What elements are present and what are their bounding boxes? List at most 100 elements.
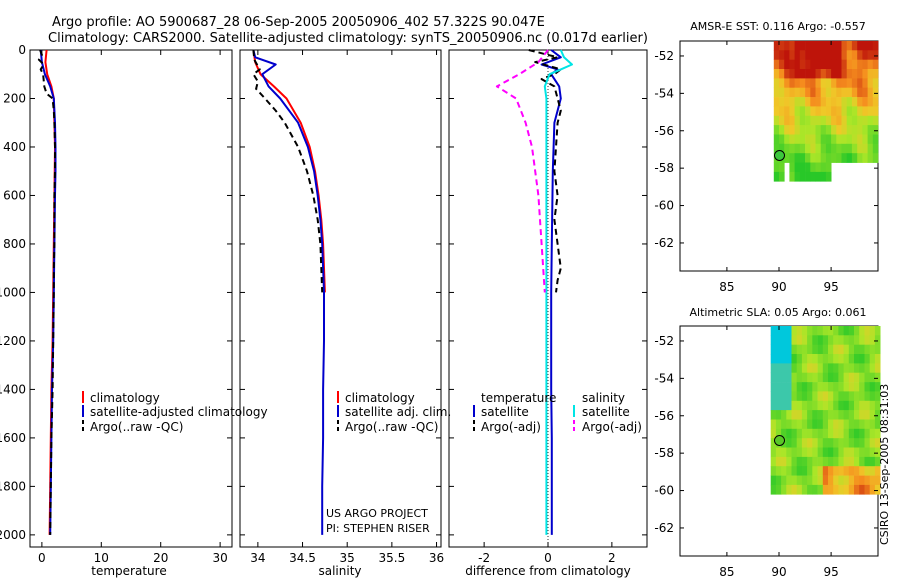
sla-map-cell-365 [812,484,818,495]
sla-map-cell-236 [796,428,803,439]
sla-map-cell-191 [781,410,787,420]
sst-map-cell-134 [846,97,853,107]
sla-map-cell-336 [770,475,777,486]
sst-map-cell-169 [820,115,827,126]
sst-map-cell-92 [836,78,842,89]
sla-map-cell-179 [828,400,834,411]
sst-argo-location-marker [774,150,785,161]
sla-map-cell-160 [838,391,844,402]
salinity-plot-frame [239,49,442,548]
difference-xlabel: difference from climatology [465,564,631,578]
sla-map-cell-259 [807,438,813,448]
sla-map-panel: Altimetric SLA: 0.05 Argo: 0.061 85 90 95 -… [654,306,881,579]
sst-map-cell-142 [784,106,790,117]
sla-map-cell-7 [807,326,813,336]
sla-map-cell-112 [807,372,813,383]
sst-map-cell-259 [872,153,879,163]
salinity-lines [252,49,326,535]
sla-map-cell-123 [864,372,871,383]
salinity-xtick-label-2: 35 [340,551,355,565]
sst-map-cell-171 [831,115,837,126]
sst-map-cell-188 [815,125,822,135]
sla-map-cell-342 [801,475,808,486]
sla-map-cell-201 [833,410,839,420]
sst-map-cell-109 [820,87,827,98]
sst-map-cell-158 [867,106,874,117]
sla-map-cell-198 [817,410,824,420]
sst-map-cell-205 [799,134,806,145]
sst-map-cell-48 [815,59,822,70]
sst-map-cell-153 [841,106,848,117]
sst-map-cell-68 [815,69,822,79]
sla-map-cell-82 [869,354,876,364]
sla-map-cell-247 [854,428,860,439]
sla-map-cell-40 [869,335,876,345]
salinity-legend-satellite: satellite adj. clim. [345,405,451,419]
sla-map-cell-340 [791,475,798,486]
sst-map-cell-4 [794,41,801,51]
sla-map-cell-274 [775,447,782,458]
sla-map-cell-206 [859,410,865,420]
sst-map-cell-242 [784,153,790,163]
sla-map-cell-168 [770,400,777,411]
sst-map-cell-25 [799,50,806,60]
sla-map-cell-152 [796,391,803,402]
sla-map-cell-16 [854,326,860,336]
sla-map-cell-286 [838,447,844,458]
sst-map-cell-138 [867,97,874,107]
sla-map-cell-34 [838,335,844,345]
sla-map-cell-230 [874,419,881,430]
temperature-xtick-label-1: 10 [94,551,109,565]
sla-map-cell-284 [828,447,834,458]
salinity-legend-argo: Argo(..raw -QC) [345,420,438,434]
sla-map-cell-296 [781,456,787,467]
temperature-xtick-label-2: 20 [153,551,168,565]
project-label: US ARGO PROJECT [326,507,428,520]
salinity-panel: 34 34.5 35 35.5 36 salinity climatology sate… [239,49,451,578]
sla-map-cell-181 [838,400,844,411]
sst-map-cell-19 [872,41,879,51]
sst-map-cell-254 [846,153,853,163]
sla-map-cell-343 [807,475,813,486]
sla-map-ytick-label-1: -54 [654,371,674,385]
sst-map-cell-11 [831,41,837,51]
sla-map-cell-183 [848,400,855,411]
sla-map-cell-352 [854,475,860,486]
sla-map-cell-355 [869,475,876,486]
sla-map-cell-372 [848,484,855,495]
sla-map-cell-57 [848,344,855,355]
sla-map-cell-24 [786,335,792,345]
sla-map-cell-100 [854,363,860,374]
sla-map-cell-10 [822,326,829,336]
sla-map-cell-249 [864,428,871,439]
sla-map-cell-120 [848,372,855,383]
sla-map-cell-229 [869,419,876,430]
sst-map-cell-210 [825,134,832,145]
sla-map-cell-207 [864,410,871,420]
sla-map-xtick-label-2: 95 [823,565,838,579]
sla-map-cell-292 [869,447,876,458]
sla-map-cell-68 [796,354,803,364]
sla-map-cell-248 [859,428,865,439]
sst-map-cell-95 [851,78,858,89]
sst-map-cell-123 [789,97,795,107]
sla-map-cell-317 [781,466,787,476]
sst-map-cell-215 [851,134,858,145]
sst-map-cell-49 [820,59,827,70]
sla-map-cell-308 [843,456,850,467]
sla-map-cell-41 [874,335,881,345]
sst-map-cell-271 [779,171,785,182]
difference-legend-temperature-title: temperature [481,391,556,405]
sst-map-cell-140 [773,106,780,117]
sst-map-cell-173 [841,115,848,126]
sla-map-title: Altimetric SLA: 0.05 Argo: 0.061 [689,306,866,319]
depth-tick-label-4: 800 [3,237,26,251]
salinity-xtick-label-4: 36 [429,551,444,565]
sla-map-cell-218 [812,419,818,430]
sla-map-cell-70 [807,354,813,364]
sst-map-cell-262 [789,162,795,173]
sst-map-cell-236 [857,143,863,154]
sst-map-cell-100 [773,87,780,98]
sla-map-cell-6 [801,326,808,336]
sst-map-cell-257 [862,153,868,163]
